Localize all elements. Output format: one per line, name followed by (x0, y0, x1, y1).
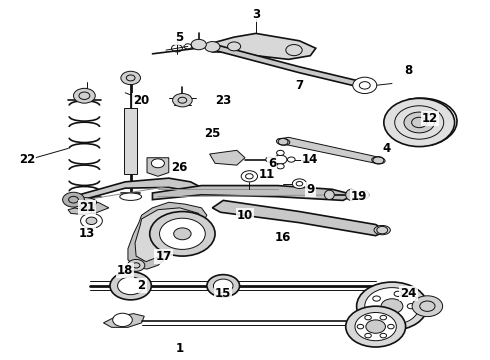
Circle shape (388, 324, 394, 329)
Circle shape (293, 179, 307, 189)
Circle shape (227, 42, 241, 51)
Circle shape (373, 296, 380, 301)
Text: 19: 19 (351, 190, 368, 203)
FancyBboxPatch shape (124, 108, 137, 175)
Ellipse shape (346, 189, 357, 201)
Circle shape (110, 272, 151, 300)
Circle shape (266, 157, 273, 162)
Circle shape (407, 303, 415, 309)
Text: 24: 24 (400, 287, 416, 300)
Circle shape (151, 159, 165, 168)
Polygon shape (135, 208, 199, 262)
Polygon shape (68, 178, 201, 202)
Circle shape (365, 288, 419, 325)
Circle shape (380, 333, 387, 338)
Ellipse shape (374, 225, 391, 235)
Circle shape (74, 88, 95, 103)
Text: 22: 22 (19, 153, 35, 166)
Circle shape (373, 311, 380, 316)
Text: 23: 23 (215, 94, 231, 107)
Text: 9: 9 (306, 183, 315, 196)
Text: 16: 16 (275, 231, 291, 244)
Text: 26: 26 (172, 161, 188, 174)
Text: 10: 10 (237, 209, 253, 222)
Circle shape (160, 218, 205, 249)
Circle shape (172, 94, 192, 107)
Circle shape (357, 324, 364, 329)
Text: 7: 7 (295, 79, 303, 92)
Text: 1: 1 (175, 342, 184, 355)
Circle shape (366, 320, 386, 333)
Circle shape (355, 79, 374, 92)
Circle shape (241, 171, 258, 182)
Polygon shape (210, 150, 245, 165)
Text: 8: 8 (404, 64, 413, 77)
Circle shape (288, 157, 295, 162)
Polygon shape (278, 137, 381, 163)
Text: 20: 20 (133, 94, 149, 107)
Circle shape (384, 98, 455, 147)
Polygon shape (128, 202, 207, 269)
Circle shape (412, 296, 442, 316)
Text: 14: 14 (302, 153, 318, 166)
Ellipse shape (72, 198, 97, 207)
Circle shape (346, 306, 406, 347)
Circle shape (355, 312, 396, 341)
Circle shape (353, 77, 377, 94)
Circle shape (113, 313, 132, 327)
Polygon shape (103, 314, 144, 327)
Text: 15: 15 (215, 287, 231, 300)
Text: 25: 25 (204, 127, 220, 140)
Circle shape (63, 192, 84, 207)
Circle shape (80, 213, 102, 228)
Circle shape (394, 291, 402, 296)
Ellipse shape (372, 157, 385, 164)
Circle shape (121, 71, 141, 85)
Text: 2: 2 (138, 279, 146, 292)
Circle shape (380, 315, 387, 320)
Circle shape (276, 150, 284, 156)
Circle shape (191, 39, 206, 50)
Text: 11: 11 (259, 168, 275, 181)
Circle shape (207, 275, 240, 297)
Circle shape (404, 112, 435, 133)
Text: 13: 13 (79, 227, 95, 240)
Polygon shape (68, 202, 109, 215)
Text: 17: 17 (155, 249, 172, 262)
Circle shape (118, 277, 144, 295)
Polygon shape (147, 158, 169, 176)
Circle shape (214, 279, 233, 292)
Circle shape (357, 282, 427, 330)
Circle shape (173, 228, 191, 240)
Ellipse shape (361, 191, 369, 199)
Text: 6: 6 (268, 157, 276, 170)
Circle shape (381, 299, 403, 314)
Ellipse shape (324, 190, 334, 199)
Circle shape (276, 164, 284, 169)
Text: 5: 5 (175, 31, 184, 44)
Polygon shape (212, 44, 370, 88)
Polygon shape (152, 185, 354, 201)
Circle shape (286, 45, 302, 56)
Text: 3: 3 (252, 8, 260, 21)
Ellipse shape (74, 203, 95, 209)
Circle shape (365, 315, 371, 320)
Text: 4: 4 (382, 142, 391, 155)
Circle shape (150, 212, 215, 256)
Polygon shape (207, 33, 316, 59)
Circle shape (86, 217, 97, 225)
Text: 18: 18 (117, 265, 133, 278)
Circle shape (205, 41, 220, 52)
Circle shape (274, 155, 287, 164)
Circle shape (127, 260, 145, 271)
Ellipse shape (276, 138, 290, 145)
Ellipse shape (120, 193, 142, 201)
Circle shape (394, 316, 402, 321)
Circle shape (365, 333, 371, 338)
Text: 21: 21 (79, 201, 95, 214)
Circle shape (131, 286, 142, 293)
Polygon shape (212, 201, 387, 236)
Text: 12: 12 (422, 112, 438, 125)
